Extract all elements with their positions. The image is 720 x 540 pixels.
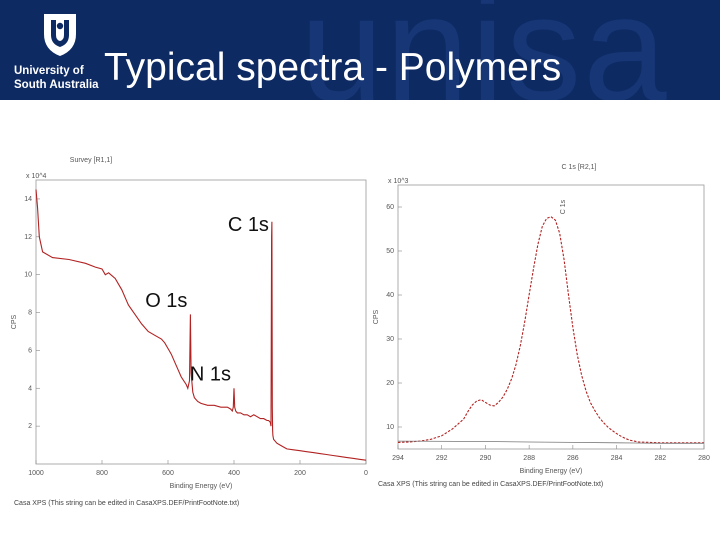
survey-spectrum-chart: Survey [R1,1] Binding Energy (eV) CPS x 10^… (11, 157, 368, 490)
chart-title: Survey [R1,1] (70, 157, 112, 164)
peak-label-o1s: O 1s (145, 290, 187, 312)
spectrum-line-0 (35, 189, 367, 461)
y-tick-label: 10 (24, 272, 32, 279)
y-tick-label: 60 (386, 204, 394, 211)
y-axis-label: CPS (373, 309, 380, 324)
y-multiplier: x 10^3 (388, 178, 409, 185)
unisa-crest-icon (44, 14, 76, 56)
y-tick-label: 2 (28, 423, 32, 430)
slide-title: Typical spectra - Polymers (104, 46, 562, 89)
y-tick-label: 12 (24, 234, 32, 241)
spectrum-line-1 (397, 440, 704, 444)
y-tick-label: 14 (24, 196, 32, 203)
y-tick-label: 6 (28, 347, 32, 354)
x-tick-label: 290 (480, 455, 492, 462)
y-tick-label: 20 (386, 380, 394, 387)
survey-spectrum-panel: Survey [R1,1] Binding Energy (eV) CPS x 10^… (10, 150, 368, 518)
x-tick-label: 400 (228, 470, 240, 477)
c1s-footer: Casa XPS (This string can be edited in C… (378, 481, 604, 488)
plot-frame (397, 184, 705, 450)
x-axis-label: Binding Energy (eV) (520, 468, 583, 475)
y-tick-label: 40 (386, 292, 394, 299)
peak-label-n1s: N 1s (190, 364, 231, 386)
plot-frame (35, 179, 367, 465)
peak-tag: C 1s (560, 199, 567, 214)
chart-title: C 1s [R2,1] (561, 164, 596, 171)
y-multiplier: x 10^4 (26, 173, 47, 180)
x-tick-label: 0 (364, 470, 368, 477)
logo-line-1: University of (14, 65, 84, 77)
logo-wordmark: University of South Australia (14, 64, 99, 92)
y-tick-label: 30 (386, 336, 394, 343)
x-tick-label: 286 (567, 455, 579, 462)
x-tick-label: 800 (96, 470, 108, 477)
y-tick-label: 4 (28, 385, 32, 392)
unisa-watermark: unisa (300, 0, 669, 100)
x-axis-label: Binding Energy (eV) (170, 483, 233, 490)
survey-footer: Casa XPS (This string can be edited in C… (14, 500, 240, 507)
y-tick-label: 10 (386, 424, 394, 431)
logo-line-2: South Australia (14, 79, 99, 91)
y-tick-label: 8 (28, 310, 32, 317)
x-tick-label: 282 (654, 455, 666, 462)
peak-label-c1s: C 1s (228, 214, 269, 236)
y-axis-label: CPS (11, 314, 18, 329)
c1s-spectrum-chart: C 1s [R2,1] Binding Energy (eV) CPS x 10^3 2… (373, 164, 710, 475)
c1s-spectrum-panel: C 1s [R2,1] Binding Energy (eV) CPS x 10^3 2… (370, 155, 710, 485)
x-tick-label: 284 (611, 455, 623, 462)
university-logo: University of South Australia (0, 0, 104, 100)
x-tick-label: 200 (294, 470, 306, 477)
x-tick-label: 294 (392, 455, 404, 462)
x-tick-label: 280 (698, 455, 710, 462)
x-tick-label: 1000 (28, 470, 44, 477)
y-tick-label: 50 (386, 248, 394, 255)
x-tick-label: 292 (436, 455, 448, 462)
x-tick-label: 600 (162, 470, 174, 477)
spectrum-line-0 (397, 216, 704, 444)
x-tick-label: 288 (523, 455, 535, 462)
slide-header: unisa University of South Australia Typi… (0, 0, 720, 100)
